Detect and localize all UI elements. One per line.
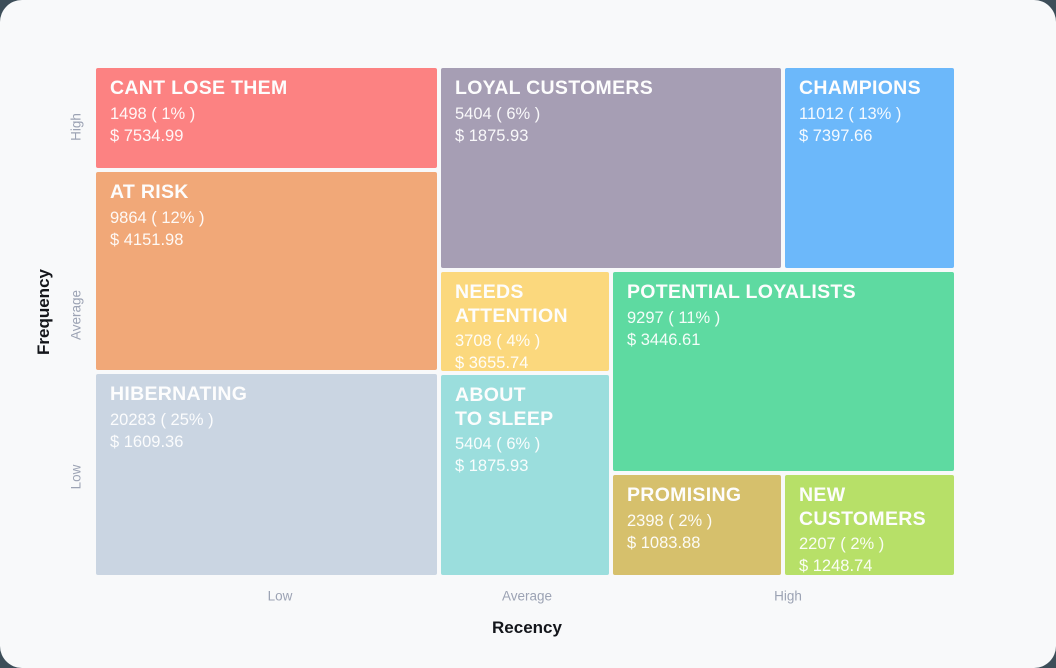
segment-title: NEW CUSTOMERS xyxy=(799,484,926,530)
x-tick-high: High xyxy=(774,588,802,604)
segment-title: NEEDS ATTENTION xyxy=(455,281,568,327)
segment-count: 2207 ( 2% ) xyxy=(799,535,885,553)
segment-count: 9297 ( 11% ) xyxy=(627,308,721,327)
segment-monetary: $ 1609.36 xyxy=(110,432,184,451)
segment-title: LOYAL CUSTOMERS xyxy=(455,77,654,99)
segment-count: 20283 ( 25% ) xyxy=(110,410,214,429)
segment-needs-attention[interactable]: NEEDS ATTENTION 3708 ( 4% ) $ 3655.74 xyxy=(441,272,609,371)
y-tick-low: Low xyxy=(68,464,84,490)
segment-promising[interactable]: PROMISING 2398 ( 2% ) $ 1083.88 xyxy=(613,475,781,575)
segment-monetary: $ 3655.74 xyxy=(455,354,529,371)
segment-count: 5404 ( 6% ) xyxy=(455,104,541,123)
segment-monetary: $ 1875.93 xyxy=(455,126,529,145)
segment-monetary: $ 7534.99 xyxy=(110,126,184,145)
y-axis-title: Frequency xyxy=(34,269,53,355)
segment-count: 2398 ( 2% ) xyxy=(627,511,713,530)
segment-title: ABOUT TO SLEEP xyxy=(455,384,554,430)
segment-hibernating[interactable]: HIBERNATING 20283 ( 25% ) $ 1609.36 xyxy=(96,374,437,575)
segment-count: 3708 ( 4% ) xyxy=(455,332,541,350)
segment-new-customers[interactable]: NEW CUSTOMERS 2207 ( 2% ) $ 1248.74 xyxy=(785,475,954,575)
segment-monetary: $ 1248.74 xyxy=(799,557,873,575)
x-axis-title: Recency xyxy=(492,618,562,637)
y-tick-high: High xyxy=(68,113,84,141)
segment-title: POTENTIAL LOYALISTS xyxy=(627,281,856,303)
segment-champions[interactable]: CHAMPIONS 11012 ( 13% ) $ 7397.66 xyxy=(785,68,954,268)
segment-loyal-customers[interactable]: LOYAL CUSTOMERS 5404 ( 6% ) $ 1875.93 xyxy=(441,68,781,268)
segment-count: 1498 ( 1% ) xyxy=(110,104,196,123)
segment-title: PROMISING xyxy=(627,484,742,506)
segment-at-risk[interactable]: AT RISK 9864 ( 12% ) $ 4151.98 xyxy=(96,172,437,370)
segment-cant-lose-them[interactable]: CANT LOSE THEM 1498 ( 1% ) $ 7534.99 xyxy=(96,68,437,168)
segment-monetary: $ 3446.61 xyxy=(627,330,701,349)
segment-count: 11012 ( 13% ) xyxy=(799,104,902,123)
segment-monetary: $ 7397.66 xyxy=(799,126,873,145)
x-tick-average: Average xyxy=(501,588,553,604)
y-tick-average: Average xyxy=(68,289,84,341)
segment-title: AT RISK xyxy=(110,181,189,203)
segment-count: 5404 ( 6% ) xyxy=(455,435,541,453)
segment-monetary: $ 1083.88 xyxy=(627,533,701,552)
x-tick-low: Low xyxy=(267,588,293,604)
segment-title: HIBERNATING xyxy=(110,383,248,405)
segment-monetary: $ 1875.93 xyxy=(455,457,529,475)
segment-count: 9864 ( 12% ) xyxy=(110,208,205,227)
segment-monetary: $ 4151.98 xyxy=(110,230,184,249)
segment-title: CHAMPIONS xyxy=(799,77,921,99)
segment-potential-loyalists[interactable]: POTENTIAL LOYALISTS 9297 ( 11% ) $ 3446.… xyxy=(613,272,954,471)
segment-about-to-sleep[interactable]: ABOUT TO SLEEP 5404 ( 6% ) $ 1875.93 xyxy=(441,375,609,575)
segment-title: CANT LOSE THEM xyxy=(110,77,288,99)
